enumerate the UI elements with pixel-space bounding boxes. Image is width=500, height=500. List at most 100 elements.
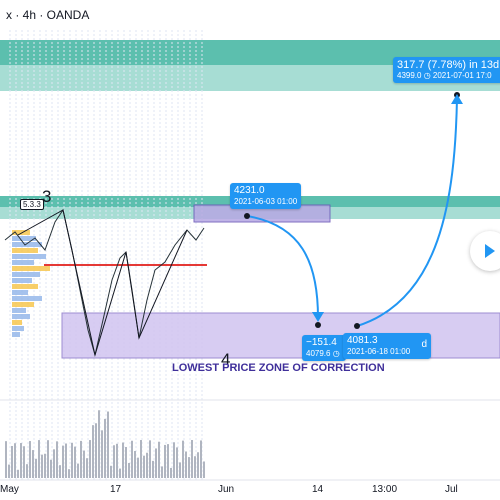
volume-bar [149, 440, 151, 478]
target-label[interactable]: 317.7 (7.78%) in 13d 4399.0 ◷ 2021-07-01… [393, 57, 500, 83]
symbol-info[interactable]: x · 4h · OANDA [6, 8, 90, 22]
volume-bar [17, 469, 19, 478]
wave-label-4: 4 [221, 350, 231, 369]
volume-bar [23, 446, 25, 478]
low-label[interactable]: 4081.3 2021-06-18 01:00 d [343, 333, 431, 359]
profile-bar [12, 272, 40, 277]
volume-bar [182, 440, 184, 478]
volume-bar [188, 457, 190, 478]
volume-bar [80, 440, 82, 478]
start-label[interactable]: 4231.0 2021-06-03 01:00 [230, 183, 302, 209]
volume-bar [5, 441, 7, 478]
volume-bar [65, 443, 67, 478]
drop-label[interactable]: −151.4 4079.6 ◷ [302, 335, 346, 361]
scroll-right-button[interactable] [470, 231, 500, 271]
volume-bar [179, 462, 181, 478]
volume-profile [12, 230, 50, 337]
point-start[interactable] [244, 213, 250, 219]
volume-bar [170, 467, 172, 478]
volume-bar [50, 459, 52, 478]
volume-bar [200, 440, 202, 478]
volume-bar [59, 465, 61, 478]
point-low[interactable] [315, 322, 321, 328]
profile-bar [12, 230, 30, 235]
volume-bar [68, 469, 70, 478]
volume-bar [92, 425, 94, 478]
volume-bar [71, 442, 73, 478]
volume-bar [29, 441, 31, 478]
profile-bar [12, 266, 50, 271]
volume-bar [83, 450, 85, 478]
volume-bar [155, 448, 157, 478]
volume-bar [173, 442, 175, 478]
volume-bar [203, 461, 205, 478]
arrowhead-down [312, 312, 324, 322]
volume-bar [143, 455, 145, 478]
projection-arrow-down[interactable] [246, 215, 319, 319]
volume-bar [14, 443, 16, 478]
x-tick-14: 14 [312, 484, 324, 495]
profile-bar [12, 260, 34, 265]
target-price-date: 4399.0 ◷ 2021-07-01 17:0 [397, 71, 492, 80]
volume-bar [26, 464, 28, 478]
volume-bar [107, 411, 109, 478]
volume-bar [176, 447, 178, 478]
volume-bars [5, 410, 205, 478]
volume-bar [137, 457, 139, 478]
correction-zone[interactable] [61, 312, 500, 359]
volume-bar [191, 440, 193, 478]
volume-bar [62, 445, 64, 478]
volume-bar [38, 440, 40, 478]
wave-tag: 5.3.3 [20, 199, 44, 210]
volume-bar [197, 452, 199, 478]
volume-bar [128, 462, 130, 478]
profile-bar [12, 320, 22, 325]
volume-bar [185, 451, 187, 478]
volume-bar [53, 449, 55, 478]
projection-arrow-up[interactable] [356, 97, 458, 327]
volume-bar [125, 446, 127, 478]
volume-bar [56, 441, 58, 478]
profile-bar [12, 290, 28, 295]
target-change: 317.7 (7.78%) in 13d [397, 59, 500, 71]
volume-bar [86, 458, 88, 478]
volume-bar [8, 464, 10, 478]
profile-bar [12, 248, 38, 253]
profile-bar [12, 302, 34, 307]
volume-bar [158, 441, 160, 478]
volume-bar [35, 458, 37, 478]
x-tick-1300: 13:00 [372, 484, 398, 495]
correction-zone-label: LOWEST PRICE ZONE OF CORRECTION [172, 362, 385, 374]
volume-bar [32, 450, 34, 478]
volume-bar [47, 440, 49, 478]
profile-bar [12, 332, 20, 337]
volume-bar [167, 444, 169, 478]
volume-bar [11, 445, 13, 478]
volume-bar [134, 451, 136, 478]
profile-bar [12, 284, 38, 289]
x-tick-jul: Jul [445, 484, 458, 495]
wave-pattern[interactable] [17, 209, 188, 357]
volume-bar [74, 446, 76, 478]
point-rebound[interactable] [354, 323, 360, 329]
price-series [4, 208, 205, 356]
drop-change: −151.4 [306, 337, 337, 348]
start-date: 2021-06-03 01:00 [234, 197, 298, 206]
profile-bar [12, 296, 42, 301]
volume-bar [113, 445, 115, 478]
profile-bar [12, 314, 30, 319]
profile-bar [12, 254, 46, 259]
volume-bar [161, 466, 163, 478]
volume-bar [140, 440, 142, 478]
volume-bar [131, 440, 133, 478]
volume-bar [122, 442, 124, 478]
arrowhead-up [451, 94, 463, 104]
wave-label-3: 3 [42, 187, 52, 206]
volume-bar [98, 410, 100, 478]
profile-bar [12, 278, 32, 283]
volume-bar [77, 463, 79, 478]
low-suffix: d [421, 339, 427, 350]
profile-bar [12, 236, 36, 241]
volume-bar [20, 443, 22, 478]
profile-bar [12, 242, 42, 247]
